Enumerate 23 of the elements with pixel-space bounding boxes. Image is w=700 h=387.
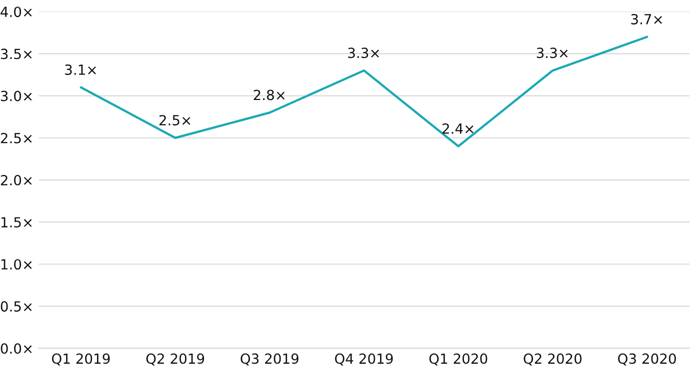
- x-tick-label: Q3 2019: [240, 353, 298, 366]
- y-tick-label: 1.5×: [1, 217, 32, 228]
- y-tick-label: 1.0×: [1, 259, 32, 270]
- x-tick-label: Q1 2020: [429, 353, 488, 366]
- y-tick-label: 0.5×: [0, 301, 32, 312]
- y-tick-label: 2.5×: [0, 132, 32, 144]
- y-tick-label: 4.0×: [0, 6, 32, 18]
- x-tick-label: Q2 2019: [146, 353, 204, 366]
- y-tick-label: 3.5×: [0, 48, 32, 60]
- y-tick-label: 0.0×: [0, 343, 32, 354]
- x-tick-label: Q1 2019: [52, 353, 110, 366]
- data-label: 3.7×: [631, 14, 662, 24]
- x-tick-label: Q4 2019: [335, 353, 393, 366]
- data-label: 2.4×: [442, 123, 474, 134]
- y-tick-label: 2.0×: [0, 174, 32, 186]
- x-tick-label: Q2 2020: [524, 353, 582, 366]
- data-label: 3.1×: [65, 64, 96, 75]
- data-label: 3.3×: [348, 48, 379, 58]
- data-label: 2.5×: [159, 114, 190, 126]
- y-tick-label: 3.0×: [0, 90, 32, 102]
- x-tick-label: Q3 2020: [618, 353, 676, 366]
- data-label: 3.3×: [536, 48, 568, 58]
- data-label: 2.8×: [254, 90, 285, 100]
